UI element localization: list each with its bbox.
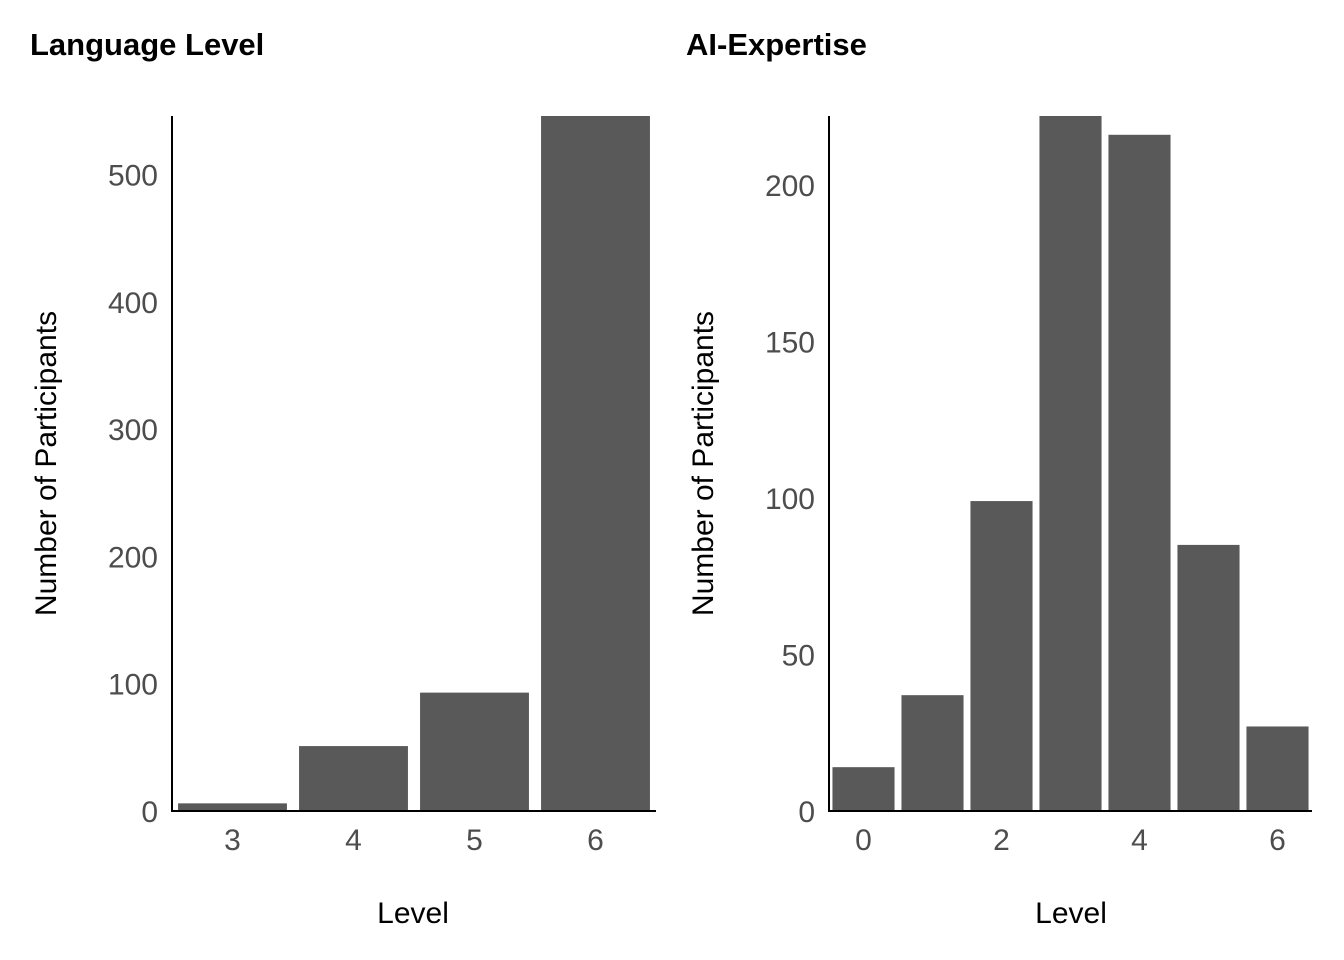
lang-y-tick-label-200: 200: [108, 541, 158, 574]
ai-bar-level-6: [1246, 726, 1309, 811]
ai-x-tick-label-6: 6: [1269, 824, 1286, 857]
lang-x-tick-label-3: 3: [224, 824, 241, 857]
ai-y-axis-title: Number of Participants: [687, 311, 720, 616]
lang-y-tick-label-100: 100: [108, 669, 158, 702]
ai-bar-level-3: [1039, 116, 1102, 811]
ai-bar-level-0: [832, 767, 895, 811]
lang-x-tick-label-5: 5: [466, 824, 483, 857]
lang-chart-title: Language Level: [30, 27, 264, 62]
lang-bar-level-5: [420, 692, 529, 811]
panel-ai-expertise: AI-Expertise 0 50 100 150 200 0 2 4 6 Level Number …: [686, 27, 1312, 930]
lang-y-tick-label-400: 400: [108, 287, 158, 320]
panel-language-level: Language Level 0 100 200 300 400 500 3 4 5 6 Level N…: [30, 27, 656, 930]
lang-x-tick-label-4: 4: [345, 824, 362, 857]
lang-bar-level-6: [541, 116, 650, 811]
ai-y-tick-label-150: 150: [765, 326, 815, 359]
lang-y-tick-label-500: 500: [108, 160, 158, 193]
lang-bar-level-3: [178, 803, 287, 811]
lang-y-tick-label-0: 0: [141, 796, 158, 829]
ai-y-tick-label-0: 0: [798, 796, 815, 829]
ai-y-tick-label-200: 200: [765, 170, 815, 203]
ai-bar-level-2: [970, 501, 1033, 811]
lang-y-tick-label-300: 300: [108, 414, 158, 447]
ai-x-tick-label-4: 4: [1131, 824, 1148, 857]
ai-x-tick-label-0: 0: [855, 824, 872, 857]
ai-x-tick-label-2: 2: [993, 824, 1010, 857]
lang-x-tick-label-6: 6: [587, 824, 604, 857]
ai-y-tick-label-50: 50: [782, 639, 815, 672]
ai-bar-level-5: [1177, 544, 1240, 811]
lang-x-axis-title: Level: [377, 897, 449, 930]
lang-y-axis-title: Number of Participants: [30, 311, 63, 616]
lang-bar-level-4: [299, 746, 408, 811]
ai-x-axis-title: Level: [1035, 897, 1107, 930]
ai-bar-level-1: [901, 695, 964, 811]
ai-chart-title: AI-Expertise: [686, 27, 867, 62]
ai-bar-level-4: [1108, 134, 1171, 811]
ai-y-tick-label-100: 100: [765, 483, 815, 516]
